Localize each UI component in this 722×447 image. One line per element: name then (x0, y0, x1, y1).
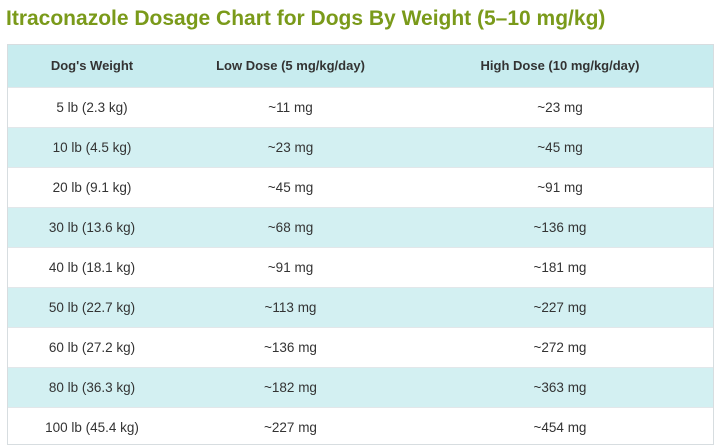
cell-weight: 60 lb (27.2 kg) (8, 326, 176, 367)
cell-high-dose: ~181 mg (405, 246, 713, 287)
table-row: 20 lb (9.1 kg) ~45 mg ~91 mg (8, 166, 713, 207)
cell-weight: 5 lb (2.3 kg) (8, 86, 176, 127)
header-high-dose: High Dose (10 mg/kg/day) (480, 58, 640, 74)
table-header: Dog's Weight Low Dose (5 mg/kg/day) High… (8, 45, 713, 87)
cell-low-dose: ~68 mg (176, 206, 405, 247)
table-row: 50 lb (22.7 kg) ~113 mg ~227 mg (8, 286, 713, 327)
cell-high-dose: ~136 mg (405, 206, 713, 247)
cell-low-dose: ~136 mg (176, 326, 405, 367)
table-row: 10 lb (4.5 kg) ~23 mg ~45 mg (8, 126, 713, 167)
cell-weight: 40 lb (18.1 kg) (8, 246, 176, 287)
cell-weight: 20 lb (9.1 kg) (8, 166, 176, 207)
dosage-table: Dog's Weight Low Dose (5 mg/kg/day) High… (8, 45, 713, 444)
cell-weight: 50 lb (22.7 kg) (8, 286, 176, 327)
table-row: 80 lb (36.3 kg) ~182 mg ~363 mg (8, 366, 713, 407)
cell-weight: 80 lb (36.3 kg) (8, 366, 176, 407)
cell-low-dose: ~227 mg (176, 406, 405, 444)
cell-high-dose: ~45 mg (405, 126, 713, 167)
table-row: 100 lb (45.4 kg) ~227 mg ~454 mg (8, 406, 713, 444)
page-title: Itraconazole Dosage Chart for Dogs By We… (6, 7, 606, 30)
cell-low-dose: ~23 mg (176, 126, 405, 167)
cell-high-dose: ~91 mg (405, 166, 713, 207)
table-row: 5 lb (2.3 kg) ~11 mg ~23 mg (8, 86, 713, 127)
cell-low-dose: ~45 mg (176, 166, 405, 207)
cell-low-dose: ~91 mg (176, 246, 405, 287)
dosage-table-container: Dog's Weight Low Dose (5 mg/kg/day) High… (7, 44, 714, 445)
header-dog-weight: Dog's Weight (50, 58, 134, 74)
table-row: 60 lb (27.2 kg) ~136 mg ~272 mg (8, 326, 713, 367)
header-low-dose: Low Dose (5 mg/kg/day) (216, 58, 365, 74)
cell-high-dose: ~227 mg (405, 286, 713, 327)
cell-weight: 30 lb (13.6 kg) (8, 206, 176, 247)
cell-weight: 100 lb (45.4 kg) (8, 406, 176, 444)
header-row: Dog's Weight Low Dose (5 mg/kg/day) High… (8, 45, 713, 87)
cell-high-dose: ~363 mg (405, 366, 713, 407)
cell-high-dose: ~23 mg (405, 86, 713, 127)
cell-low-dose: ~11 mg (176, 86, 405, 127)
cell-high-dose: ~454 mg (405, 406, 713, 444)
table-row: 30 lb (13.6 kg) ~68 mg ~136 mg (8, 206, 713, 247)
cell-weight: 10 lb (4.5 kg) (8, 126, 176, 167)
cell-high-dose: ~272 mg (405, 326, 713, 367)
cell-low-dose: ~113 mg (176, 286, 405, 327)
table-row: 40 lb (18.1 kg) ~91 mg ~181 mg (8, 246, 713, 287)
table-body: 5 lb (2.3 kg) ~11 mg ~23 mg 10 lb (4.5 k… (8, 86, 713, 444)
cell-low-dose: ~182 mg (176, 366, 405, 407)
